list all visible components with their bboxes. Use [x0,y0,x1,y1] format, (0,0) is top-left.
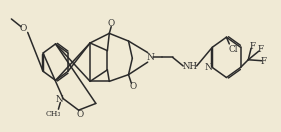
Text: Cl: Cl [228,45,238,54]
Text: F: F [249,42,255,51]
Text: N: N [56,95,63,104]
Text: F: F [258,45,264,54]
Text: O: O [19,24,27,33]
Text: F: F [260,57,267,66]
Text: N: N [147,53,155,62]
Text: O: O [77,110,84,119]
Text: O: O [108,19,115,28]
Text: NH: NH [182,62,198,70]
Text: CH₃: CH₃ [46,110,61,118]
Text: N: N [205,63,212,72]
Text: O: O [130,82,137,91]
